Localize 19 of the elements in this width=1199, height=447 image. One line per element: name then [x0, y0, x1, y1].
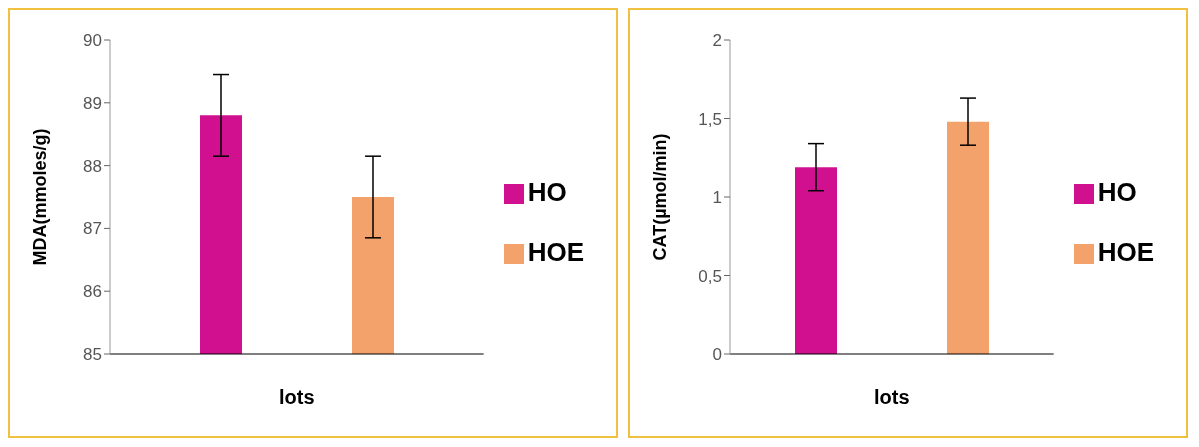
legend-label: HOE — [527, 237, 584, 267]
x-axis-title: lots — [874, 386, 910, 408]
y-tick-label: 89 — [83, 93, 102, 113]
y-tick-label: 90 — [83, 31, 102, 51]
legend-label: HO — [1097, 177, 1137, 207]
y-tick-label: 2 — [712, 31, 722, 51]
y-tick-label: 1 — [712, 188, 722, 208]
y-tick-label: 0,5 — [698, 266, 722, 286]
y-tick-label: 87 — [83, 219, 102, 239]
y-tick-label: 85 — [83, 345, 102, 365]
legend-label: HO — [527, 177, 567, 207]
legend-label: HOE — [1097, 237, 1154, 267]
y-axis-title: MDA(mmoles/g) — [30, 128, 51, 266]
y-tick-label: 1,5 — [698, 109, 722, 129]
y-axis-title: CAT(µmol/min) — [650, 133, 671, 261]
y-tick-label: 0 — [712, 345, 722, 365]
x-axis-title: lots — [279, 386, 315, 408]
y-tick-label: 86 — [83, 282, 102, 302]
y-tick-label: 88 — [83, 156, 102, 176]
